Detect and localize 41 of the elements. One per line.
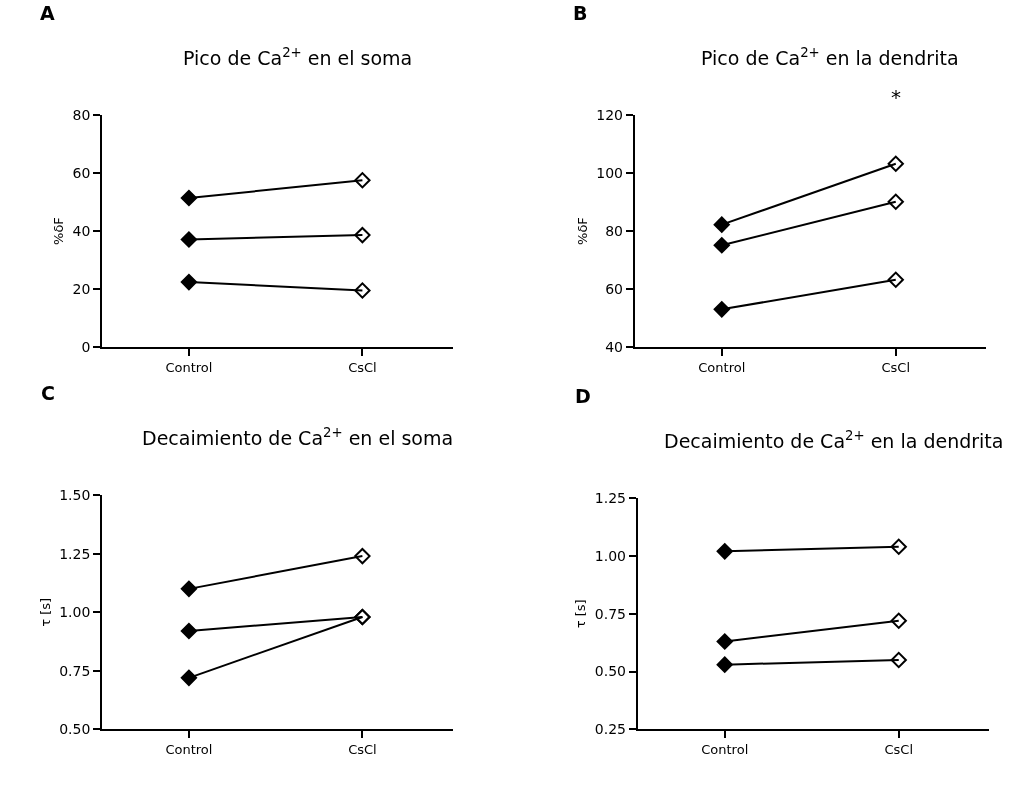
y-tick-label: 0.75 bbox=[594, 605, 626, 622]
x-tick-label: CsCl bbox=[881, 359, 911, 375]
y-tick-label: 0 bbox=[81, 338, 91, 355]
chart-title: Pico de Ca$^{2+}$ en el soma bbox=[183, 45, 413, 69]
x-tick-label: Control bbox=[701, 741, 749, 757]
y-axis-title: τ [s] bbox=[37, 597, 53, 627]
x-tick-label: CsCl bbox=[348, 741, 377, 757]
y-axis-title: %δF bbox=[50, 217, 66, 245]
y-tick-label: 0.50 bbox=[59, 721, 91, 738]
y-tick-label: 60 bbox=[72, 164, 91, 181]
y-tick-label: 0.50 bbox=[594, 663, 626, 680]
y-tick-label: 1.00 bbox=[594, 547, 626, 564]
y-tick-label: 1.25 bbox=[59, 545, 91, 562]
y-tick-label: 0.25 bbox=[594, 721, 626, 738]
y-tick-label: 1.25 bbox=[594, 490, 626, 507]
y-tick-label: 20 bbox=[72, 280, 91, 297]
y-tick-label: 40 bbox=[605, 338, 623, 355]
y-tick-label: 80 bbox=[72, 106, 91, 123]
text: D bbox=[575, 385, 591, 407]
text: * bbox=[891, 85, 901, 109]
y-tick-label: 1.50 bbox=[59, 487, 91, 504]
y-tick-label: 1.00 bbox=[59, 604, 91, 621]
y-tick-label: 80 bbox=[605, 222, 623, 239]
text: B bbox=[573, 2, 588, 24]
x-tick-label: Control bbox=[165, 741, 213, 757]
chart-title: Pico de Ca$^{2+}$ en la dendrita bbox=[701, 45, 959, 69]
text: C bbox=[41, 382, 55, 404]
y-tick-label: 60 bbox=[605, 280, 623, 297]
x-tick-label: CsCl bbox=[348, 359, 377, 375]
chart-title: Decaimiento de Ca$^{2+}$ en la dendrita bbox=[664, 428, 1004, 452]
y-tick-label: 120 bbox=[596, 106, 623, 123]
y-tick-label: 100 bbox=[596, 164, 623, 181]
text: A bbox=[40, 2, 55, 24]
x-tick-label: CsCl bbox=[884, 741, 914, 757]
y-axis-title: %δF bbox=[574, 217, 590, 245]
x-tick-label: Control bbox=[165, 359, 213, 375]
x-tick-label: Control bbox=[698, 359, 746, 375]
y-tick-label: 0.75 bbox=[59, 662, 91, 679]
chart-title: Decaimiento de Ca$^{2+}$ en el soma bbox=[142, 425, 454, 449]
y-tick-label: 40 bbox=[72, 222, 91, 239]
y-axis-title: τ [s] bbox=[573, 599, 589, 629]
